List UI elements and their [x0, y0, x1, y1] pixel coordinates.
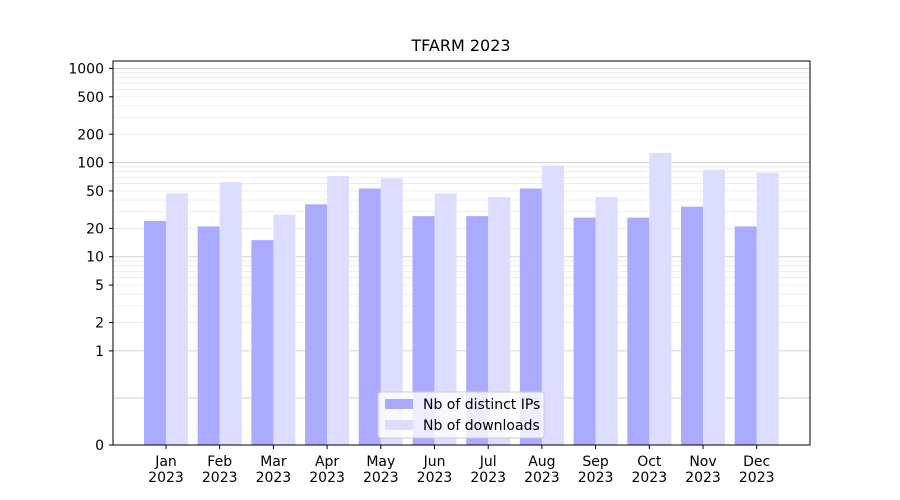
x-tick-label: Aug 2023: [524, 454, 560, 486]
x-tick-label: Jan 2023: [148, 454, 184, 486]
legend: Nb of distinct IPs Nb of downloads: [377, 391, 545, 439]
bar-distinct-ips: [466, 216, 489, 445]
x-tick-label-line: 2023: [202, 470, 238, 486]
bar-distinct-ips: [251, 240, 274, 445]
bars-layer: [144, 152, 779, 446]
plot-frame: [112, 60, 811, 446]
y-tick-label: 500: [77, 90, 104, 106]
x-tick-label-line: 2023: [417, 470, 453, 486]
legend-swatch: [385, 399, 413, 409]
legend-box: [377, 391, 545, 439]
legend-swatch: [385, 420, 413, 430]
bar-downloads: [595, 197, 618, 445]
y-tick-label: 20: [86, 221, 104, 237]
x-tick-label-line: Aug: [528, 454, 555, 470]
y-tick-label: 1: [95, 344, 104, 360]
x-tick-label-line: Jan: [154, 454, 177, 470]
bar-distinct-ips: [681, 206, 703, 445]
bar-distinct-ips: [627, 217, 650, 445]
bar-distinct-ips: [305, 204, 328, 445]
x-tick-label-line: Jun: [423, 454, 446, 470]
x-tick-label-line: 2023: [256, 470, 292, 486]
x-tick-label-line: Dec: [743, 454, 770, 470]
x-tick-label: Nov 2023: [685, 454, 721, 486]
x-tick-label-line: Oct: [637, 454, 662, 470]
y-tick-label: 0: [95, 438, 104, 454]
bar-downloads: [273, 214, 296, 445]
x-tick-label: Mar 2023: [256, 454, 292, 486]
x-tick-label-line: 2023: [524, 470, 560, 486]
x-tick-label-line: May: [366, 454, 395, 470]
bar-downloads: [166, 193, 188, 445]
x-tick-label-line: Nov: [689, 454, 716, 470]
x-tick-label-line: 2023: [309, 470, 345, 486]
bar-distinct-ips: [358, 188, 381, 446]
bar-distinct-ips: [144, 220, 166, 445]
x-tick-label: Sep 2023: [578, 454, 614, 486]
x-tick-label: Jul 2023: [470, 454, 506, 486]
bar-downloads: [649, 152, 672, 445]
x-tick-label: Dec 2023: [739, 454, 775, 486]
bar-downloads: [756, 172, 779, 445]
y-tick-label: 50: [86, 184, 104, 200]
bar-distinct-ips: [412, 216, 435, 445]
x-tick-label: Oct 2023: [631, 454, 667, 486]
y-tick-label: 100: [77, 156, 104, 172]
y-tick-label: 2: [95, 316, 104, 332]
x-tick-label: May 2023: [363, 454, 399, 486]
chart-title: TFARM 2023: [410, 36, 510, 55]
bar-distinct-ips: [734, 226, 757, 445]
x-tick-label-line: Jul: [479, 454, 497, 470]
bar-downloads: [488, 197, 511, 445]
x-tick-label-line: Sep: [582, 454, 609, 470]
x-tick-label-line: 2023: [470, 470, 506, 486]
y-tick-label: 10: [86, 250, 104, 266]
x-tick-label-line: 2023: [148, 470, 184, 486]
x-tick-label: Feb 2023: [202, 454, 238, 486]
x-tick-label-line: Apr: [315, 454, 339, 470]
legend-label: Nb of distinct IPs: [423, 397, 540, 413]
x-tick-label: Apr 2023: [309, 454, 345, 486]
bar-downloads: [541, 165, 564, 445]
legend-label: Nb of downloads: [423, 418, 540, 434]
bar-downloads: [327, 176, 350, 445]
bar-downloads: [380, 178, 403, 445]
x-tick-label-line: 2023: [685, 470, 721, 486]
y-tick-label: 1000: [68, 61, 104, 77]
x-tick-label-line: Feb: [207, 454, 232, 470]
bar-distinct-ips: [519, 188, 542, 446]
x-tick-label-line: Mar: [260, 454, 287, 470]
bar-distinct-ips: [197, 226, 220, 445]
x-tick-label-line: 2023: [363, 470, 399, 486]
bar-downloads: [434, 193, 457, 445]
x-tick-label-line: 2023: [631, 470, 667, 486]
y-tick-label: 200: [77, 127, 104, 143]
y-tick-label: 5: [95, 278, 104, 294]
x-tick-label: Jun 2023: [417, 454, 453, 486]
x-tick-label-line: 2023: [739, 470, 775, 486]
x-tick-label-line: 2023: [578, 470, 614, 486]
bar-downloads: [703, 169, 725, 445]
bar-distinct-ips: [573, 217, 596, 445]
bar-downloads: [219, 182, 242, 445]
